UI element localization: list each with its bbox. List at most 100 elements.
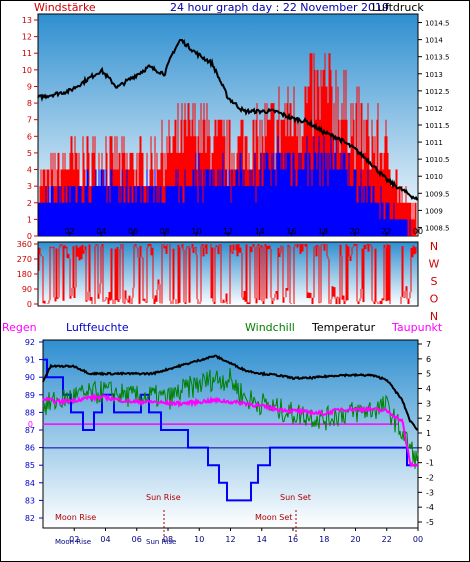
hour-tick-label: 04 [96, 227, 106, 236]
hour-tick-label: 16 [288, 535, 298, 544]
pressure-tick-label: 1014.5 [425, 20, 450, 28]
hour-tick-label: 20 [350, 535, 360, 544]
pressure-series [37, 38, 419, 201]
temperature-tick-label: -4 [426, 503, 434, 512]
temperature-series [42, 354, 419, 431]
wind-tick-label: 5 [27, 149, 32, 158]
wind-direction-lines [38, 244, 417, 304]
sun-set-label: Sun Set [280, 493, 311, 502]
pressure-tick-label: 1009.5 [425, 190, 450, 198]
wind-tick-label: 0 [27, 232, 32, 241]
pressure-line [37, 38, 419, 201]
hour-tick-label: 18 [318, 227, 328, 236]
humidity-tick-label: 82 [25, 514, 35, 523]
humidity-temperature-x-axis: 02 04 06 08 10 12 14 16 18 20 22 00 Moon Rise Sun Ris… [55, 528, 423, 546]
temperature-tick-label: -2 [426, 474, 434, 483]
astro-events: Moon Rise Sun Rise Sun Set Moon Set [55, 493, 311, 536]
pressure-tick-label: 1011.5 [425, 122, 450, 130]
wind-average-series [38, 136, 411, 236]
direction-tick-label: 270 [17, 255, 32, 264]
pressure-tick-label: 1013.5 [425, 54, 450, 62]
temperature-tick-label: 3 [426, 399, 431, 408]
temperature-tick-label: -1 [426, 459, 434, 468]
hour-tick-label: 02 [65, 227, 75, 236]
temperature-tick-label: 6 [426, 355, 431, 364]
pressure-tick-label: 1012.5 [425, 88, 450, 96]
wind-tick-label: 12 [22, 33, 32, 42]
wind-tick-label: 8 [27, 99, 32, 108]
wind-tick-label: 11 [22, 49, 32, 58]
wind-tick-label: 7 [27, 116, 32, 125]
direction-tick-label: 0 [27, 300, 32, 309]
hour-tick-label: 12 [225, 535, 235, 544]
hour-tick-label: 20 [350, 227, 360, 236]
moon-set-label: Moon Set [255, 513, 292, 522]
wind-tick-label: 1 [27, 215, 32, 224]
humidity-tick-label: 90 [25, 373, 35, 382]
wind-tick-label: 6 [27, 132, 32, 141]
hour-tick-label: 22 [382, 535, 392, 544]
temperature-tick-label: 5 [426, 370, 431, 379]
hour-tick-label: 06 [128, 227, 138, 236]
direction-tick-label: 180 [17, 270, 32, 279]
direction-tick-label: 360 [17, 240, 32, 249]
humidity-tick-label: 88 [25, 408, 35, 417]
direction-tick-label: 90 [22, 285, 32, 294]
wind-speed-bars [38, 53, 417, 236]
humidity-tick-label: 86 [25, 444, 35, 453]
pressure-axis: 1008.5 1009 1009.5 1010 1010.5 1011 1011.5 1012… [418, 20, 450, 232]
temperature-label: Temperatur [311, 321, 376, 334]
hour-tick-label: 22 [381, 227, 391, 236]
humidity-axis: 82 83 84 85 86 87 88 89 90 91 92 [25, 338, 43, 523]
pressure-tick-label: 1010 [425, 173, 443, 181]
graph-title: 24 hour graph day : 22 November 2019 [170, 1, 389, 14]
wind-pressure-x-axis: 02 04 06 08 10 12 14 16 18 20 22 00 [65, 227, 423, 236]
compass-label: O [430, 293, 439, 306]
hour-tick-label: 00 [413, 227, 423, 236]
hour-tick-label: 10 [194, 535, 204, 544]
compass-label: N [430, 240, 438, 253]
hour-tick-label: 08 [160, 227, 170, 236]
temperature-tick-label: 7 [426, 340, 431, 349]
hour-tick-label: 18 [319, 535, 329, 544]
humidity-tick-label: 92 [25, 338, 35, 347]
wind-tick-label: 10 [22, 66, 32, 75]
hour-tick-label: 12 [223, 227, 233, 236]
humidity-tick-label: 83 [25, 496, 35, 505]
humidity-tick-label: 84 [25, 479, 35, 488]
compass-label: W [429, 258, 440, 271]
temperature-tick-label: 2 [426, 414, 431, 423]
humidity-tick-label: 85 [25, 461, 35, 470]
humidity-tick-label: 89 [25, 391, 35, 400]
hour-tick-label: 10 [191, 227, 201, 236]
hour-tick-label: 14 [255, 227, 265, 236]
humidity-tick-label: 91 [25, 356, 35, 365]
temperature-tick-label: 0 [426, 444, 431, 453]
temperature-axis: -5 -4 -3 -2 -1 0 1 2 3 4 5 6 7 [418, 340, 434, 527]
hour-tick-label: 14 [257, 535, 267, 544]
windchill-label: Windchill [245, 321, 295, 334]
pressure-label: Luftdruck [372, 1, 424, 14]
windchill-series [42, 367, 419, 469]
hour-tick-label: 00 [413, 535, 423, 544]
pressure-tick-label: 1011 [425, 139, 443, 147]
dewpoint-series [42, 392, 419, 468]
compass-label: S [431, 275, 438, 288]
humidity-label: Luftfeuchte [66, 321, 129, 334]
direction-degree-axis: 0 90 180 270 360 [17, 240, 38, 309]
pressure-tick-label: 1012 [425, 105, 443, 113]
moon-rise-label: Moon Rise [55, 513, 96, 522]
temperature-tick-label: 4 [426, 385, 431, 394]
temperature-tick-label: 1 [426, 429, 431, 438]
temperature-lines: 0 [28, 354, 419, 502]
hour-tick-label: 04 [100, 535, 110, 544]
temperature-tick-label: -5 [426, 518, 434, 527]
wind-direction-series [38, 244, 417, 304]
pressure-tick-label: 1009 [425, 207, 443, 215]
wind-tick-label: 9 [27, 82, 32, 91]
compass-label: N [430, 310, 438, 323]
